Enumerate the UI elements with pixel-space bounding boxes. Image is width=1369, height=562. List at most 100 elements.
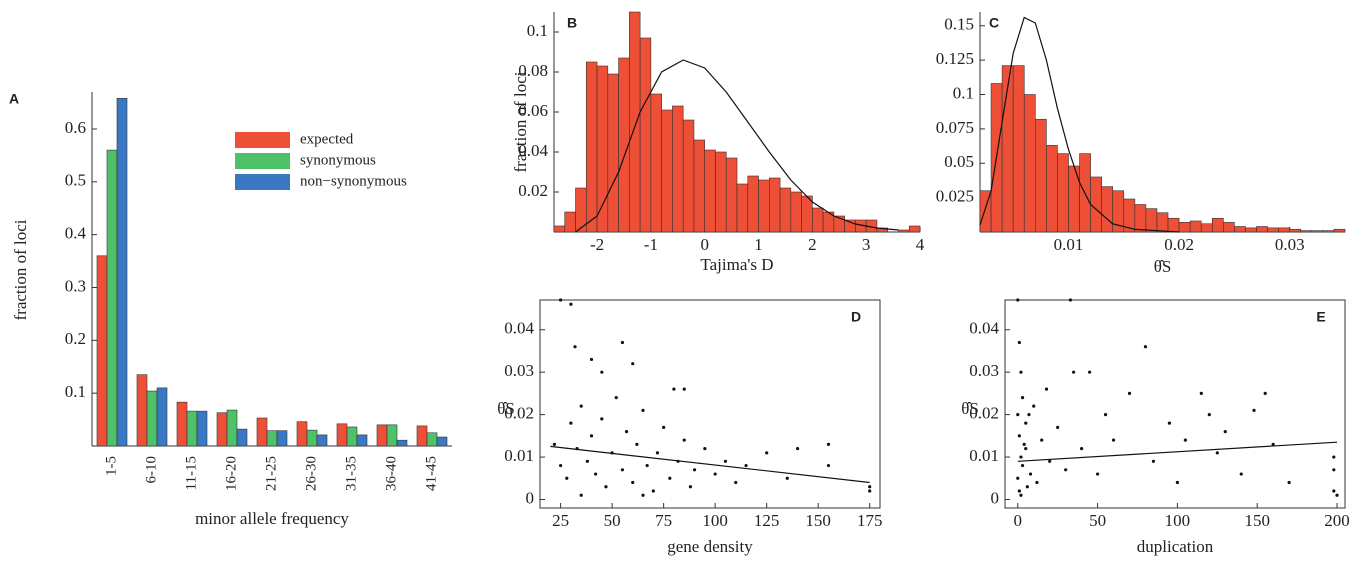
histogram-bar bbox=[779, 187, 792, 233]
scatter-point bbox=[668, 476, 672, 480]
x-tick-label: 0.01 bbox=[1054, 235, 1084, 254]
x-tick-label: 150 bbox=[1244, 511, 1270, 530]
x-tick-label: 1 bbox=[754, 235, 763, 254]
scatter-point bbox=[723, 459, 728, 463]
x-tick-label: 0.02 bbox=[1164, 235, 1194, 254]
scatter-point bbox=[826, 442, 831, 446]
scatter-point bbox=[579, 404, 583, 408]
scatter-point bbox=[1239, 472, 1243, 476]
fit-line bbox=[550, 445, 870, 484]
histogram-bar bbox=[1090, 176, 1102, 233]
legend-swatch bbox=[235, 153, 290, 169]
scatter-point bbox=[1028, 472, 1033, 476]
x-tick-label: 100 bbox=[1165, 511, 1191, 530]
scatter-point bbox=[1024, 446, 1028, 451]
histogram-bar bbox=[725, 157, 738, 233]
scatter-point bbox=[1287, 480, 1291, 485]
histogram-bar bbox=[1223, 222, 1235, 233]
scatter-point bbox=[552, 442, 557, 446]
bar bbox=[336, 423, 348, 447]
panel-label: E bbox=[1316, 309, 1325, 325]
scatter-point bbox=[1040, 438, 1044, 442]
histogram-bar bbox=[1289, 228, 1302, 233]
legend-label: non−synonymous bbox=[300, 173, 407, 189]
y-tick-label: 0.6 bbox=[65, 118, 86, 137]
bar bbox=[276, 430, 288, 447]
histogram-bar bbox=[1189, 220, 1202, 233]
x-tick-label: 31-35 bbox=[343, 456, 359, 491]
scatter-point bbox=[868, 489, 872, 493]
x-tick-label: 50 bbox=[1089, 511, 1106, 530]
scatter-point bbox=[1019, 370, 1023, 374]
scatter-point bbox=[579, 493, 583, 497]
x-tick-label: 200 bbox=[1324, 511, 1350, 530]
y-tick-label: 0.05 bbox=[944, 152, 974, 171]
scatter-point bbox=[600, 417, 604, 421]
scatter-point bbox=[1252, 408, 1256, 412]
histogram-bar bbox=[1035, 118, 1047, 233]
histogram-bar bbox=[1012, 65, 1025, 233]
y-tick-label: 0.2 bbox=[65, 329, 86, 348]
scatter-point bbox=[1263, 391, 1267, 395]
x-tick-label: 21-25 bbox=[263, 456, 279, 491]
scatter-point bbox=[1048, 459, 1052, 463]
scatter-point bbox=[1223, 429, 1227, 434]
y-tick-label: 0.04 bbox=[518, 141, 548, 160]
histogram-bar bbox=[1234, 226, 1246, 233]
scatter-point bbox=[559, 298, 563, 302]
y-tick-label: 0.3 bbox=[65, 276, 86, 295]
histogram-bar bbox=[1311, 230, 1324, 233]
scatter-point bbox=[1332, 489, 1336, 493]
histogram-bar bbox=[1278, 227, 1290, 233]
x-tick-label: 150 bbox=[805, 511, 831, 530]
x-tick-label: 2 bbox=[808, 235, 817, 254]
scatter-point bbox=[651, 489, 655, 493]
histogram-bar bbox=[1256, 226, 1268, 233]
scatter-point bbox=[1020, 396, 1025, 400]
scatter-point bbox=[631, 480, 635, 485]
histogram-bar bbox=[1333, 228, 1346, 233]
x-axis-title: Tajima's D bbox=[700, 255, 773, 274]
y-tick-label: 0.02 bbox=[518, 181, 548, 200]
scatter-point bbox=[1215, 451, 1219, 455]
histogram-bar bbox=[1322, 230, 1335, 233]
scatter-point bbox=[1271, 442, 1275, 446]
scatter-point bbox=[785, 476, 789, 480]
scatter-point bbox=[682, 438, 686, 442]
scatter-point bbox=[1175, 480, 1179, 485]
scatter-point bbox=[641, 493, 645, 497]
x-tick-label: 0 bbox=[1014, 511, 1023, 530]
scatter-point bbox=[1022, 442, 1026, 446]
histogram-bar bbox=[564, 211, 576, 233]
scatter-point bbox=[620, 340, 625, 345]
bar bbox=[196, 410, 208, 447]
x-tick-label: 75 bbox=[655, 511, 672, 530]
scatter-point bbox=[1017, 434, 1021, 438]
bar bbox=[356, 434, 368, 447]
scatter-point bbox=[594, 472, 598, 476]
histogram-bar bbox=[639, 37, 652, 233]
scatter-point bbox=[1017, 489, 1021, 493]
y-tick-label: 0.04 bbox=[969, 319, 999, 338]
histogram-bar bbox=[1211, 217, 1224, 233]
histogram-bar bbox=[704, 149, 716, 233]
bar bbox=[176, 401, 188, 447]
panel-label: D bbox=[851, 309, 861, 325]
histogram-bar bbox=[650, 93, 662, 233]
histogram-bar bbox=[585, 61, 598, 233]
scatter-point bbox=[1095, 472, 1100, 476]
x-tick-label: 100 bbox=[702, 511, 728, 530]
scatter-point bbox=[1019, 493, 1023, 497]
scatter-point bbox=[655, 451, 660, 455]
scatter-point bbox=[1111, 438, 1116, 442]
y-tick-label: 0.1 bbox=[953, 83, 974, 102]
y-tick-label: 0.03 bbox=[504, 361, 534, 380]
scatter-point bbox=[559, 463, 563, 468]
bar bbox=[436, 436, 448, 447]
bar bbox=[216, 412, 228, 447]
y-tick-label: 0.08 bbox=[518, 61, 548, 80]
scatter-point bbox=[1335, 493, 1339, 497]
scatter-point bbox=[1020, 463, 1025, 468]
scatter-point bbox=[614, 396, 618, 400]
